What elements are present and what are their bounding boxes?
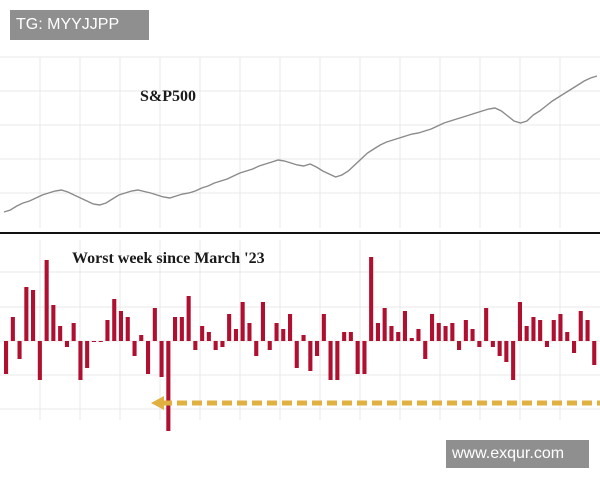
weekly-bar <box>139 335 144 341</box>
weekly-bar <box>4 341 9 374</box>
weekly-bar <box>10 317 15 341</box>
sp500-line <box>3 75 598 213</box>
weekly-bar <box>166 341 171 431</box>
weekly-bar <box>132 341 137 356</box>
weekly-bar <box>457 341 462 350</box>
weekly-bar <box>382 308 387 341</box>
weekly-bar <box>348 332 353 341</box>
weekly-bar <box>24 287 29 341</box>
weekly-bar <box>125 317 130 341</box>
weekly-bar <box>355 341 360 374</box>
weekly-bar <box>294 341 299 368</box>
watermark-tg-label: TG: MYYJJPP <box>10 10 149 40</box>
weekly-bar <box>443 326 448 341</box>
weekly-bar <box>369 257 374 341</box>
weekly-bar <box>17 341 22 359</box>
weekly-bar <box>213 341 218 350</box>
weekly-bar <box>247 323 252 341</box>
weekly-bar <box>490 341 495 347</box>
weekly-bar <box>409 338 414 341</box>
weekly-bar <box>497 341 502 356</box>
weekly-bar <box>98 341 103 342</box>
weekly-bar <box>274 323 279 341</box>
weekly-bar <box>267 341 272 350</box>
sp500-line-series <box>3 75 598 213</box>
weekly-bar <box>477 341 482 347</box>
weekly-bar <box>51 305 56 341</box>
weekly-bar <box>227 314 232 341</box>
weekly-bar <box>572 341 577 353</box>
weekly-bar <box>402 311 407 341</box>
weekly-bar <box>470 329 475 341</box>
chart-grid <box>0 56 600 420</box>
weekly-bar <box>118 311 123 341</box>
weekly-bar <box>71 323 76 341</box>
weekly-bar <box>112 299 117 341</box>
worst-week-title: Worst week since March '23 <box>72 250 265 267</box>
weekly-bar <box>463 320 468 341</box>
weekly-bar <box>558 314 563 341</box>
weekly-bar <box>592 341 597 365</box>
weekly-bar <box>44 260 49 341</box>
weekly-bar <box>315 341 320 356</box>
weekly-bar <box>538 320 543 341</box>
weekly-bar <box>450 323 455 341</box>
weekly-bar <box>200 326 205 341</box>
weekly-bar <box>260 302 265 341</box>
weekly-bar <box>152 308 157 341</box>
weekly-bar <box>517 302 522 341</box>
weekly-bar <box>328 341 333 380</box>
weekly-bar <box>220 341 225 347</box>
weekly-bar <box>578 311 583 341</box>
weekly-bar <box>308 341 313 371</box>
weekly-bar <box>551 320 556 341</box>
weekly-bar <box>240 302 245 341</box>
weekly-bar <box>159 341 164 377</box>
weekly-bar <box>58 326 63 341</box>
sp500-title: S&P500 <box>140 88 196 105</box>
weekly-bar <box>105 320 110 341</box>
weekly-bar <box>281 329 286 341</box>
weekly-bar <box>585 320 590 341</box>
weekly-bar <box>335 341 340 380</box>
weekly-bar <box>179 317 184 341</box>
weekly-bar <box>254 341 259 356</box>
weekly-bar <box>91 341 96 342</box>
weekly-bar <box>416 329 421 341</box>
weekly-bar <box>186 296 191 341</box>
weekly-bar <box>504 341 509 362</box>
weekly-bar-series <box>4 257 597 431</box>
weekly-bar <box>423 341 428 359</box>
weekly-bar <box>342 332 347 341</box>
weekly-bar <box>64 341 69 347</box>
weekly-bar <box>78 341 83 380</box>
weekly-bar <box>565 332 570 341</box>
weekly-bar <box>544 341 549 347</box>
weekly-bar <box>436 323 441 341</box>
weekly-bar <box>321 314 326 341</box>
weekly-bar <box>531 317 536 341</box>
weekly-bar <box>389 326 394 341</box>
weekly-bar <box>37 341 42 380</box>
weekly-bar <box>430 314 435 341</box>
weekly-bar <box>362 341 367 374</box>
weekly-bar <box>193 341 198 350</box>
weekly-bar <box>524 326 529 341</box>
weekly-bar <box>396 332 401 341</box>
weekly-bar <box>301 335 306 341</box>
watermark-site-label: www.exqur.com <box>446 440 589 468</box>
weekly-bar <box>173 317 178 341</box>
worst-week-arrow-head <box>151 396 164 410</box>
weekly-bar <box>146 341 151 374</box>
weekly-bar <box>31 290 36 341</box>
weekly-bar <box>375 323 380 341</box>
weekly-bar <box>511 341 516 380</box>
weekly-bar <box>288 314 293 341</box>
weekly-bar <box>206 332 211 341</box>
weekly-bar <box>85 341 90 368</box>
weekly-bar <box>484 308 489 341</box>
weekly-bar <box>233 329 238 341</box>
